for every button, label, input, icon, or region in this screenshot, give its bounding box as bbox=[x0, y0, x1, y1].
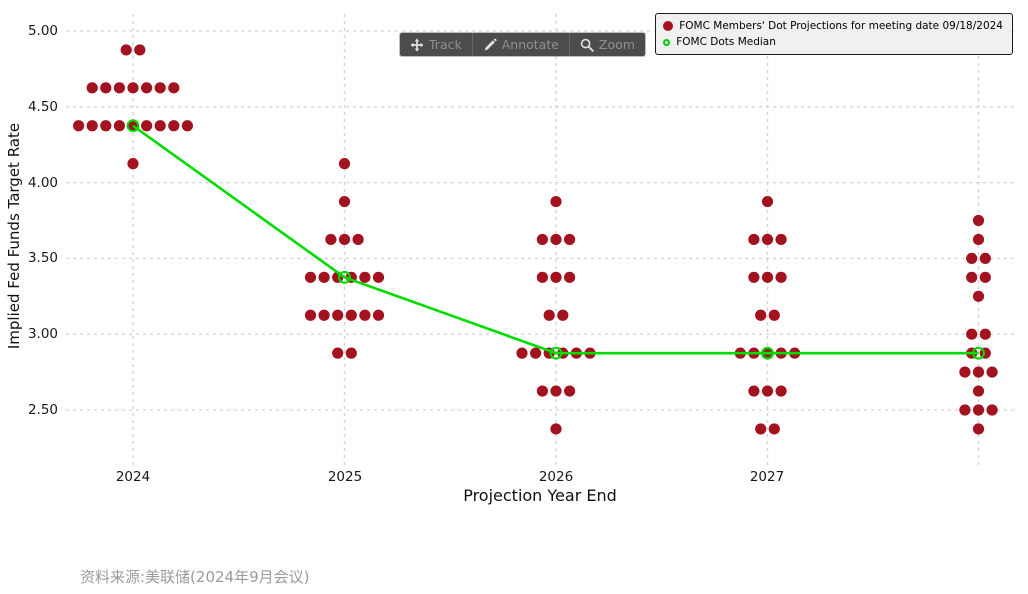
source-note: 资料来源:美联储(2024年9月会议) bbox=[80, 568, 310, 586]
y-tick-label: 4.00 bbox=[27, 175, 58, 191]
zoom-button-label: Zoom bbox=[598, 37, 635, 52]
y-tick-label: 2.50 bbox=[27, 402, 58, 418]
annotate-button-label: Annotate bbox=[501, 37, 559, 52]
move-icon bbox=[410, 37, 424, 52]
magnifier-icon bbox=[580, 38, 594, 52]
green-open-circle-marker-icon bbox=[663, 38, 671, 46]
chart-legend: FOMC Members' Dot Projections for meetin… bbox=[655, 13, 1013, 55]
x-tick-label: 2026 bbox=[538, 469, 574, 485]
zoom-button[interactable]: Zoom bbox=[570, 33, 645, 56]
annotate-button[interactable]: Annotate bbox=[473, 33, 570, 56]
y-tick-label: 5.00 bbox=[27, 23, 58, 39]
legend-item-dots-median[interactable]: FOMC Dots Median bbox=[663, 34, 1003, 50]
legend-item-dot-projections[interactable]: FOMC Members' Dot Projections for meetin… bbox=[663, 18, 1003, 34]
red-dot-marker-icon bbox=[663, 21, 674, 31]
x-tick-label: 2025 bbox=[327, 469, 363, 485]
pencil-icon bbox=[484, 38, 497, 50]
y-tick-label: 3.50 bbox=[27, 250, 58, 266]
x-axis-title: Projection Year End bbox=[463, 486, 617, 505]
y-tick-label: 3.00 bbox=[27, 326, 58, 342]
track-button-label: Track bbox=[429, 37, 462, 52]
y-tick-label: 4.50 bbox=[27, 99, 58, 115]
x-tick-label: 2024 bbox=[115, 469, 151, 485]
x-tick-label: 2027 bbox=[749, 469, 785, 485]
legend-label: FOMC Dots Median bbox=[676, 36, 776, 48]
track-button[interactable]: Track bbox=[400, 33, 473, 56]
chart-toolbar: Track Annotate Zoom bbox=[400, 33, 645, 56]
y-axis-title: Implied Fed Funds Target Rate bbox=[5, 122, 23, 350]
legend-label: FOMC Members' Dot Projections for meetin… bbox=[679, 20, 1003, 32]
